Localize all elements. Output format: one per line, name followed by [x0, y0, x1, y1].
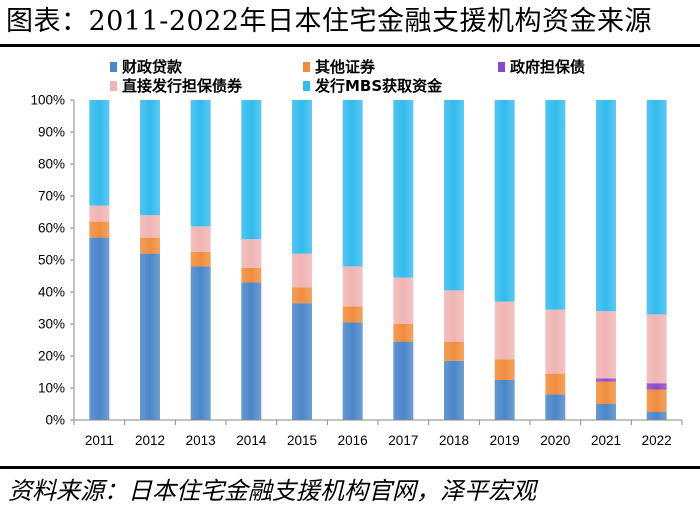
- bar-segment-2014-1: [241, 268, 262, 283]
- bar-segment-2017-4: [393, 100, 414, 278]
- legend-label-1: 其他证券: [315, 58, 376, 76]
- x-tick-label-2014: 2014: [236, 433, 267, 448]
- legend-swatch-1: [303, 62, 310, 72]
- bar-segment-2022-4: [646, 100, 667, 315]
- bar-segment-2018-3: [444, 290, 464, 342]
- y-tick-label-9: 90%: [38, 125, 65, 140]
- bar-segment-2019-4: [494, 100, 515, 302]
- bar-segment-2021-4: [596, 100, 616, 312]
- legend-swatch-2: [498, 62, 505, 72]
- bar-segment-2017-0: [393, 341, 414, 420]
- legend-swatch-4: [303, 81, 310, 91]
- bar-segment-2017-1: [393, 324, 414, 342]
- bar-segment-2016-4: [342, 100, 363, 267]
- x-tick-label-2013: 2013: [186, 433, 216, 448]
- y-tick-label-4: 40%: [38, 285, 65, 300]
- bar-segment-2020-3: [545, 309, 566, 374]
- title-divider: [0, 44, 700, 47]
- bar-segment-2021-2: [596, 378, 616, 382]
- bar-segment-2020-4: [545, 100, 566, 310]
- plot-area: [89, 100, 667, 420]
- x-tick-label-2015: 2015: [287, 433, 317, 448]
- bar-segment-2011-1: [89, 221, 110, 238]
- y-tick-label-7: 70%: [38, 189, 65, 204]
- x-tick-label-2018: 2018: [439, 433, 469, 448]
- y-tick-label-6: 60%: [38, 221, 65, 236]
- bar-segment-2019-1: [494, 359, 515, 380]
- bar-segment-2011-3: [89, 205, 110, 222]
- bar-segment-2019-3: [494, 301, 515, 360]
- bar-segment-2013-4: [190, 100, 211, 227]
- bar-segment-2022-2: [646, 383, 667, 390]
- bar-segment-2021-1: [596, 381, 616, 404]
- bar-segment-2021-0: [596, 404, 616, 420]
- bar-segment-2014-3: [241, 239, 262, 268]
- bar-segment-2018-1: [444, 341, 464, 361]
- x-tick-label-2017: 2017: [388, 433, 418, 448]
- legend-label-4: 发行MBS获取资金: [314, 77, 443, 95]
- bar-segment-2020-0: [545, 394, 566, 420]
- y-tick-label-10: 100%: [30, 93, 65, 108]
- chart-title: 图表：2011-2022年日本住宅金融支援机构资金来源: [6, 6, 653, 37]
- source-divider: [0, 466, 700, 469]
- x-tick-label-2011: 2011: [85, 433, 114, 448]
- bar-segment-2012-3: [140, 215, 160, 238]
- bar-segment-2018-0: [444, 360, 464, 420]
- bar-segment-2022-0: [646, 412, 667, 420]
- bar-segment-2015-4: [292, 100, 312, 254]
- x-tick-label-2022: 2022: [642, 433, 672, 448]
- legend-swatch-3: [110, 81, 117, 91]
- bar-segment-2015-3: [292, 253, 312, 288]
- y-tick-label-5: 50%: [38, 253, 65, 268]
- x-tick-label-2012: 2012: [135, 433, 165, 448]
- bar-segment-2013-1: [190, 252, 211, 267]
- y-axis: 0% 10% 20% 30% 40% 50% 60% 70% 80% 90% 100%: [30, 93, 75, 428]
- x-tick-label-2016: 2016: [338, 433, 368, 448]
- bar-segment-2013-3: [190, 226, 211, 252]
- y-tick-label-0: 0%: [45, 413, 65, 428]
- y-tick-label-1: 10%: [38, 381, 65, 396]
- bar-segment-2017-3: [393, 277, 414, 324]
- bar-segment-2011-0: [89, 237, 110, 420]
- bar-segment-2022-3: [646, 314, 667, 384]
- bar-segment-2014-0: [241, 282, 262, 420]
- bar-segment-2012-4: [140, 100, 160, 216]
- x-tick-label-2021: 2021: [591, 433, 621, 448]
- bar-segment-2021-3: [596, 311, 616, 379]
- legend-label-2: 政府担保债: [510, 58, 585, 76]
- legend-label-0: 财政贷款: [122, 58, 183, 76]
- bar-segment-2020-1: [545, 373, 566, 395]
- bar-segment-2019-0: [494, 380, 515, 420]
- bar-segment-2015-0: [292, 303, 312, 420]
- bar-segment-2016-3: [342, 266, 363, 307]
- bar-segment-2016-0: [342, 322, 363, 420]
- bar-segment-2014-4: [241, 100, 262, 240]
- x-tick-label-2020: 2020: [540, 433, 570, 448]
- bar-segment-2016-1: [342, 306, 363, 323]
- bar-segment-2013-0: [190, 266, 211, 420]
- x-axis: 2011 2012 2013 2014 2015 2016 2017 2018 2019 2020…: [73, 419, 683, 448]
- legend-label-3: 直接发行担保债券: [122, 77, 243, 95]
- bar-segment-2022-1: [646, 389, 667, 412]
- y-tick-label-8: 80%: [38, 157, 65, 172]
- bar-segment-2012-1: [140, 237, 160, 254]
- y-tick-label-2: 20%: [38, 349, 65, 364]
- bar-segment-2018-4: [444, 100, 464, 291]
- bar-segment-2011-4: [89, 100, 110, 206]
- legend-swatch-0: [110, 62, 117, 72]
- bar-segment-2015-1: [292, 287, 312, 304]
- bar-segment-2012-0: [140, 253, 160, 420]
- x-tick-label-2019: 2019: [490, 433, 520, 448]
- source-note: 资料来源：日本住宅金融支援机构官网，泽平宏观: [8, 477, 536, 505]
- y-tick-label-3: 30%: [38, 317, 65, 332]
